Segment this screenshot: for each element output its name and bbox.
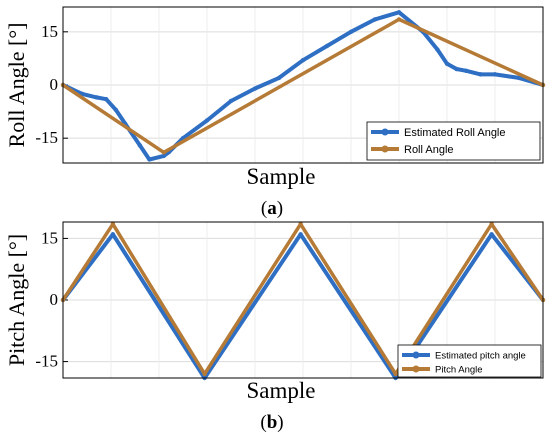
data-point (276, 75, 282, 81)
y-axis-label-a: Roll Angle [°] (4, 23, 29, 148)
caption-a-letter: a (267, 198, 277, 219)
data-point (104, 96, 109, 102)
legend-box (366, 121, 541, 161)
data-point (80, 91, 85, 97)
data-point (202, 371, 207, 377)
data-point (298, 232, 303, 237)
legend-marker (381, 145, 389, 153)
data-point (298, 221, 303, 227)
y-tick-label: 15 (41, 228, 58, 247)
panel-b: 15 0 -15 Pitch Angle [°] Sample (b) Estima… (4, 221, 546, 433)
data-point (300, 57, 306, 63)
y-tick-label: 15 (41, 22, 58, 41)
data-point (94, 95, 99, 100)
caption-a: (a) (261, 198, 283, 219)
data-point (204, 118, 210, 123)
data-point (489, 221, 494, 227)
data-point (435, 47, 440, 52)
legend-box (397, 344, 542, 378)
legend-label: Pitch Angle (435, 365, 483, 376)
data-point (444, 61, 450, 66)
legend-a: Estimated Roll Angle Roll Angle (366, 121, 541, 161)
y-ticks-a: 15 0 -15 (35, 22, 68, 147)
y-axis-label-b: Pitch Angle [°] (4, 234, 29, 366)
data-point (161, 153, 166, 159)
data-point (228, 98, 234, 104)
y-tick-label: -15 (35, 352, 58, 371)
panel-a: 15 0 -15 Roll Angle [°] Sample (a) Estimat… (4, 6, 546, 219)
x-axis-label-b: Sample (247, 378, 316, 403)
data-point (147, 157, 152, 162)
legend-marker (412, 351, 420, 359)
plot-frame-b (62, 221, 544, 379)
legend-b: Estimated pitch angle Pitch Angle (397, 344, 542, 378)
data-point (324, 43, 330, 49)
x-axis-label-a: Sample (247, 164, 316, 189)
data-point (516, 75, 522, 81)
y-ticks-b: 15 0 -15 (35, 228, 68, 371)
plot-frame-a (62, 6, 544, 164)
data-point (478, 72, 483, 77)
data-point (464, 68, 469, 74)
legend-marker (412, 365, 420, 373)
y-tick-label: 0 (50, 290, 59, 309)
data-point (348, 29, 354, 35)
y-tick-label: -15 (35, 128, 58, 147)
data-point (393, 371, 398, 377)
caption-b-letter: b (267, 412, 278, 433)
y-tick-label: 0 (50, 75, 59, 94)
data-point (454, 66, 459, 72)
data-point (110, 221, 116, 227)
series-line-reference (61, 17, 545, 155)
data-point (137, 143, 142, 148)
data-point (372, 17, 378, 22)
data-point (113, 107, 119, 113)
legend-label: Roll Angle (404, 144, 454, 156)
data-point (489, 232, 494, 237)
data-point (396, 10, 402, 15)
caption-b: (b) (260, 412, 283, 433)
data-point (252, 86, 258, 91)
legend-label: Estimated Roll Angle (404, 127, 506, 139)
data-point (161, 150, 166, 155)
data-point (396, 17, 402, 22)
data-point (110, 232, 116, 237)
data-point (492, 72, 498, 77)
legend-label: Estimated pitch angle (435, 351, 526, 362)
legend-marker (381, 128, 389, 136)
